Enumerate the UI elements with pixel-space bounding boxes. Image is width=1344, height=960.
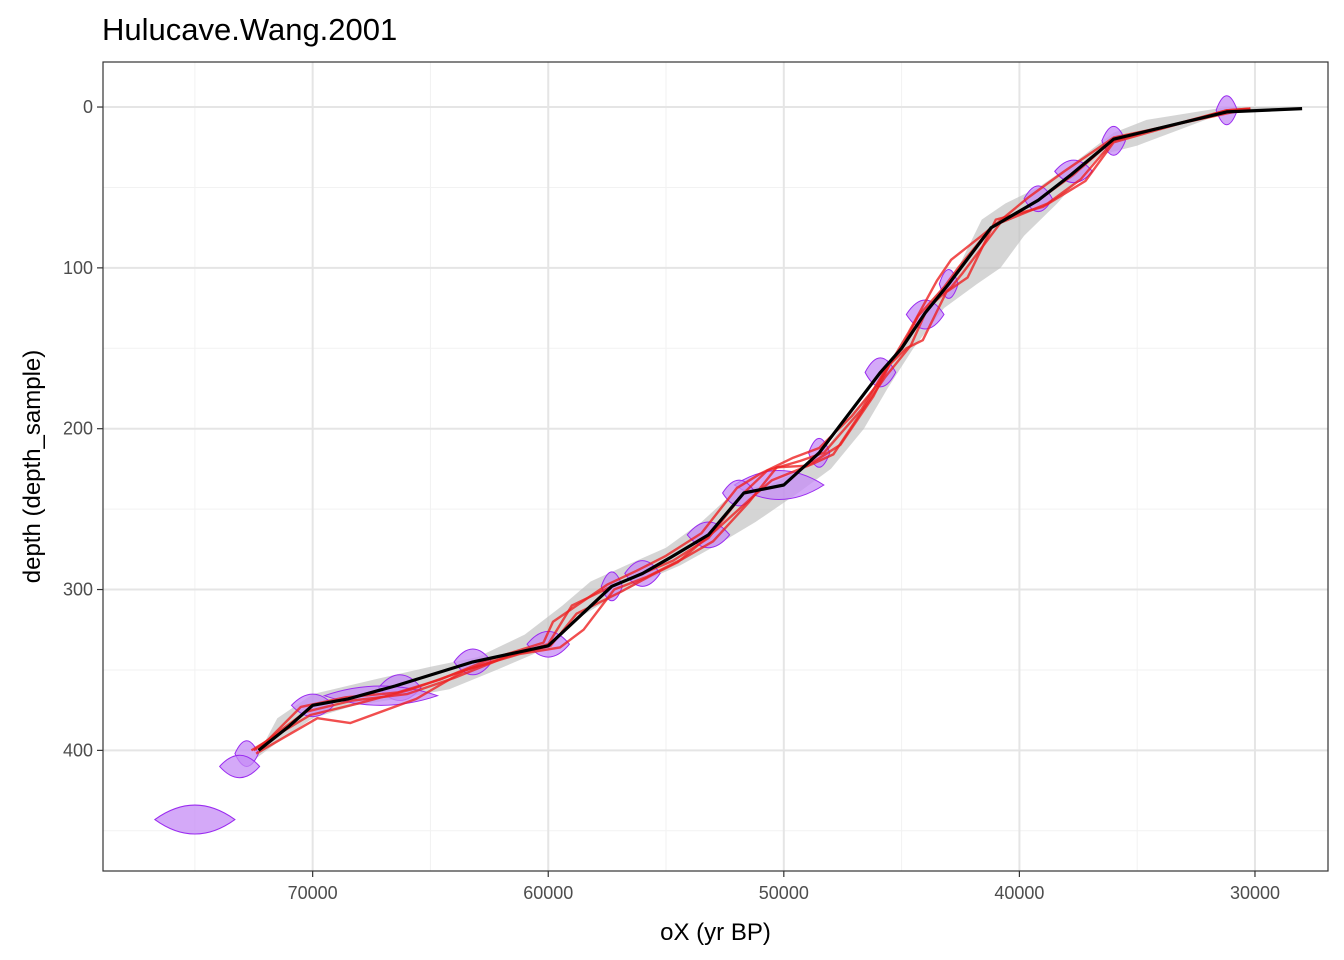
axes: 70000 60000 50000 40000 30000 0 100 200 300 400 [63, 97, 1280, 903]
date-distribution [153, 804, 236, 835]
x-axis-title: oX (yr BP) [660, 919, 771, 946]
y-axis-title: depth (depth_sample) [19, 350, 46, 583]
x-tick-label: 60000 [523, 883, 573, 903]
plot-border [102, 61, 1329, 872]
median-line [257, 107, 1303, 752]
plot-panel [103, 62, 1328, 871]
plot-area [102, 61, 1329, 872]
x-tick-label: 70000 [288, 883, 338, 903]
y-tick-label: 200 [63, 419, 93, 439]
y-tick-label: 0 [83, 97, 93, 117]
date-distribution [218, 754, 261, 779]
x-tick-label: 40000 [994, 883, 1044, 903]
x-tick-label: 50000 [759, 883, 809, 903]
ensemble-line [250, 107, 1251, 752]
x-tick-label: 30000 [1230, 883, 1280, 903]
grid [103, 62, 1328, 871]
y-tick-label: 300 [63, 580, 93, 600]
y-tick-label: 400 [63, 740, 93, 760]
chart-title: Hulucave.Wang.2001 [102, 12, 397, 47]
median-line-path [257, 107, 1303, 752]
y-tick-label: 100 [63, 258, 93, 278]
